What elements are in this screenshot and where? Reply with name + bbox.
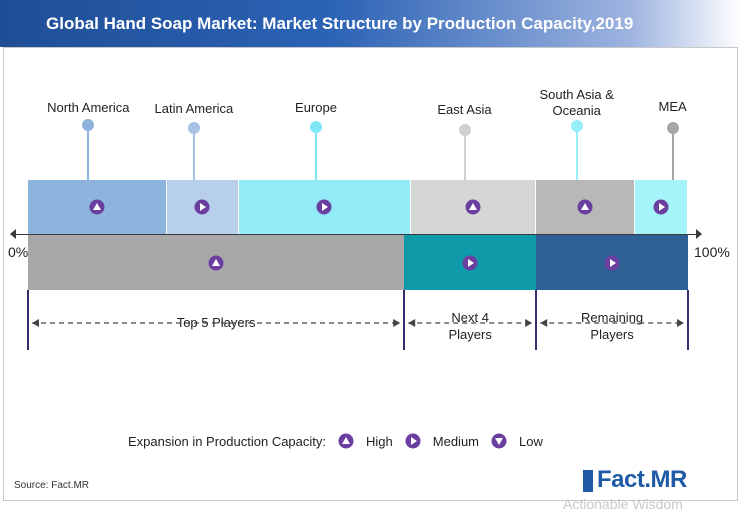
axis-start-label: 0% [8,244,29,260]
legend-items: High Medium Low [326,433,543,449]
brand-tagline: Actionable Wisdom [563,496,683,512]
pin-stem [671,132,674,180]
player-segment-next-4-players [404,235,537,290]
player-separator [535,290,538,350]
pin-dot [82,119,95,131]
axis-line [14,234,698,235]
title-bar: Global Hand Soap Market: Market Structur… [0,0,741,47]
triangle-right-icon [405,433,421,449]
pin-stem [192,132,195,180]
legend: Expansion in Production Capacity: High Me… [128,433,543,449]
player-separator [687,290,689,350]
axis-left-arrow [10,229,16,239]
expansion-high-icon [89,199,105,215]
brand-logo: Fact.MR [597,466,687,493]
legend-title: Expansion in Production Capacity: [128,433,327,449]
region-segment-south-asia-oceania [536,180,636,234]
region-label-south-asia-oceania: South Asia & Oceania [539,87,614,118]
axis-right-arrow [696,229,702,239]
expansion-medium-icon [653,199,669,215]
source-note: Source: Fact.MR [14,480,90,491]
expansion-high-icon [465,199,481,215]
player-label-next-4-players: Next 4 Players [430,309,511,343]
player-label-remaining-players: Remaining Players [572,309,653,343]
legend-item-low: Low [491,433,543,449]
player-segment-remaining-players [536,235,688,290]
axis-end-label: 100% [694,244,730,260]
expansion-medium-icon [462,255,478,270]
pin-dot [666,122,679,134]
pin-dot [187,122,200,134]
region-segment-east-asia [410,180,537,234]
region-label-mea: MEA [658,99,687,114]
region-segment-mea [635,180,688,234]
expansion-medium-icon [316,199,332,215]
expansion-high-icon [577,199,593,215]
region-label-east-asia: East Asia [437,102,492,117]
pin-dot [310,121,322,133]
player-separator [27,290,29,350]
legend-item-medium: Medium [405,433,479,449]
legend-label: Low [519,433,543,449]
logo-mark [583,470,593,492]
pin-dot [458,124,471,136]
region-segment-europe [239,180,411,234]
page-title: Global Hand Soap Market: Market Structur… [46,13,634,33]
expansion-medium-icon [604,255,620,270]
pin-stem [575,130,578,180]
triangle-up-icon [338,433,354,449]
region-segment-latin-america [166,180,240,234]
legend-label: Medium [432,433,480,449]
player-segment-top-5-players [28,235,405,290]
diagram-frame [3,47,738,501]
triangle-down-icon [491,433,507,449]
region-label-europe: Europe [295,100,337,115]
expansion-medium-icon [194,199,210,215]
region-segment-north-america [28,180,167,234]
legend-item-high: High [338,433,393,449]
player-label-top-5-players: Top 5 Players [167,314,266,331]
pin-stem [315,131,317,180]
pin-stem [87,129,90,180]
pin-dot [570,120,583,132]
player-separator [403,290,406,350]
region-label-latin-america: Latin America [154,101,234,116]
legend-label: High [366,433,393,449]
expansion-high-icon [208,255,224,270]
pin-stem [463,134,466,180]
region-label-north-america: North America [47,100,130,115]
